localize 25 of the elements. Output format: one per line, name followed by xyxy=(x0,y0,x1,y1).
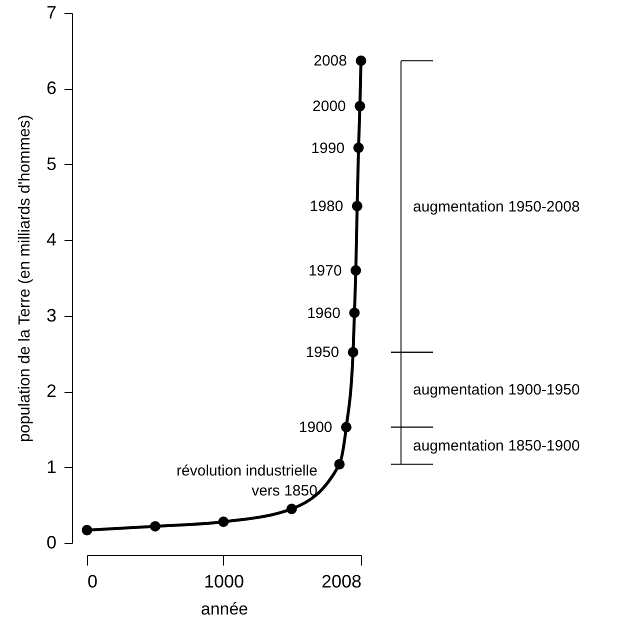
text: augmentation 1850-1900 xyxy=(413,438,580,455)
annotation: 2000 xyxy=(312,98,346,116)
y-tick-label: 6 xyxy=(46,78,56,98)
x-tick-label: 1000 xyxy=(204,572,244,592)
x-axis-title: année xyxy=(200,600,248,618)
text: augmentation 1950-2008 xyxy=(413,198,580,216)
y-tick-label: 4 xyxy=(46,230,56,250)
y-tick-label: 0 xyxy=(46,532,56,552)
annotation: 1960 xyxy=(307,304,340,322)
y-axis-title: population de la Terre (en milliards d'hommes) xyxy=(16,114,34,442)
annotation: 1980 xyxy=(310,198,344,216)
text: augmentation 1900-1950 xyxy=(413,382,580,399)
y-tick-label: 3 xyxy=(46,305,56,326)
x-tick-label: 2008 xyxy=(321,572,362,592)
annotation: révolution industrielle vers 1850 xyxy=(176,462,318,500)
annotation: 2008 xyxy=(314,52,347,70)
annotation: 1950 xyxy=(306,344,340,362)
y-tick-label: 7 xyxy=(46,2,56,22)
x-tick-label: 0 xyxy=(88,572,98,592)
y-tick-label: 1 xyxy=(46,456,56,477)
annotation: 1900 xyxy=(298,419,332,436)
annotation: 1990 xyxy=(311,140,345,157)
annotation: 1970 xyxy=(308,262,342,280)
y-tick-label: 2 xyxy=(46,381,56,402)
y-tick-label: 5 xyxy=(46,154,56,174)
